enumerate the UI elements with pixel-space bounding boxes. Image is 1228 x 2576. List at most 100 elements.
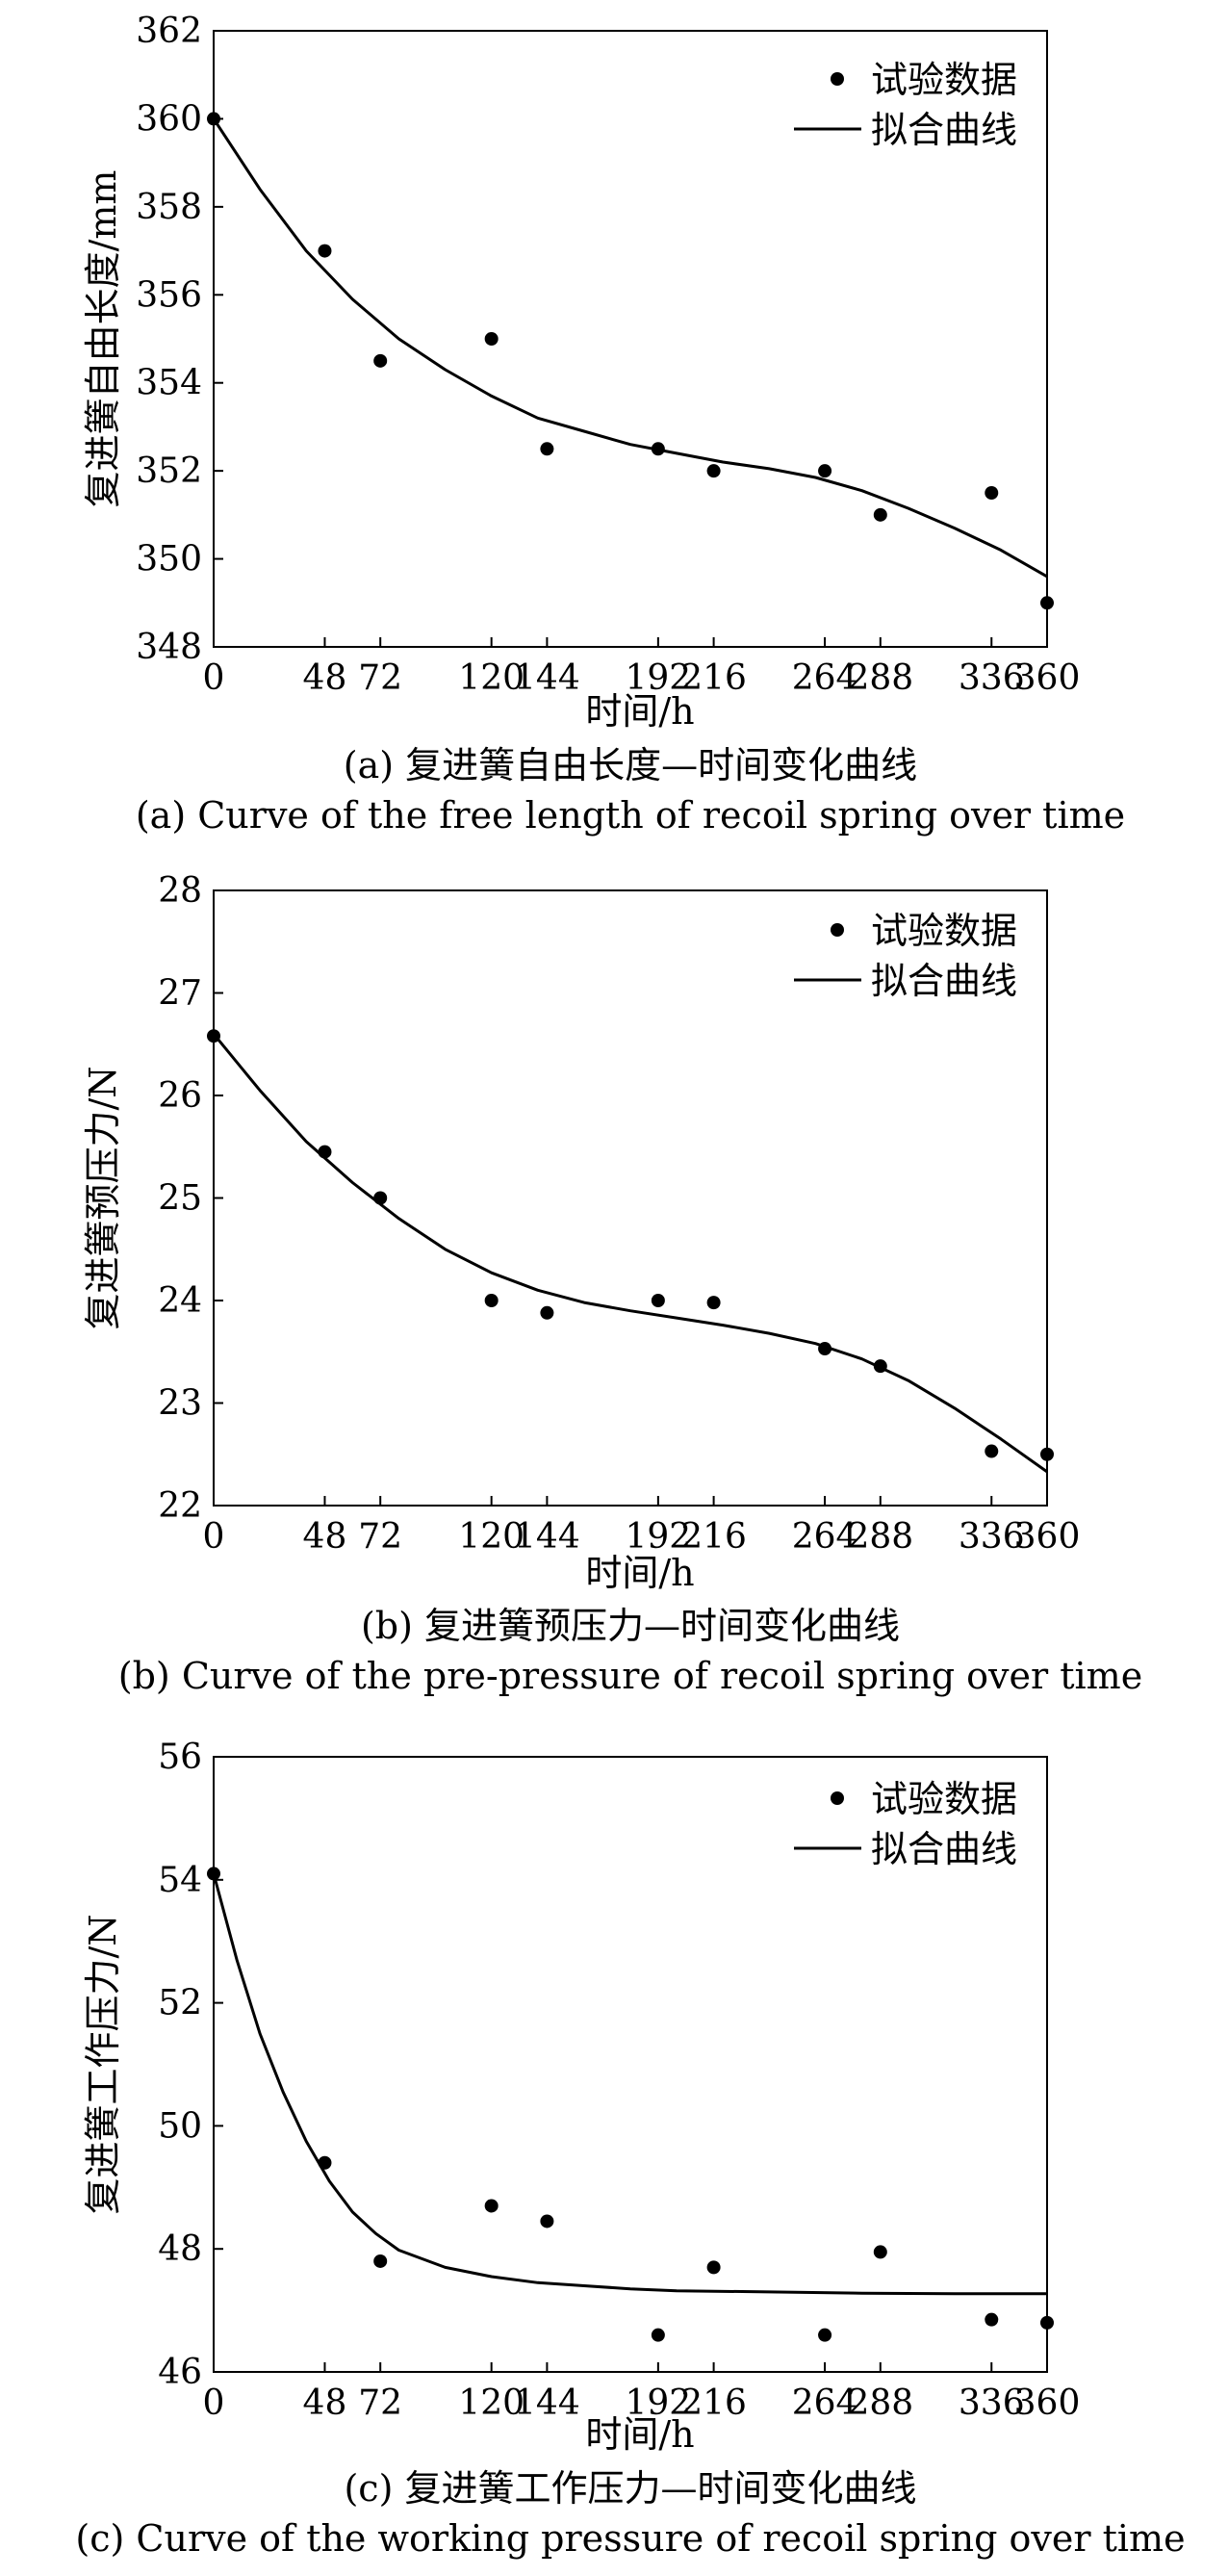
x-tick-label: 192 bbox=[626, 2383, 692, 2423]
legend-marker-points bbox=[831, 72, 844, 86]
x-tick-label: 120 bbox=[458, 1517, 524, 1557]
x-tick-label: 72 bbox=[358, 2383, 402, 2423]
data-point bbox=[651, 1294, 665, 1307]
x-tick-label: 0 bbox=[203, 658, 225, 698]
y-tick-label: 27 bbox=[158, 974, 202, 1014]
caption-english: (b) Curve of the pre-pressure of recoil … bbox=[118, 1655, 1142, 1697]
data-point bbox=[873, 1359, 887, 1374]
y-tick-label: 350 bbox=[136, 540, 202, 580]
x-tick-label: 72 bbox=[358, 1517, 402, 1557]
x-tick-label: 48 bbox=[303, 658, 347, 698]
x-tick-label: 360 bbox=[1014, 1517, 1081, 1557]
data-point bbox=[985, 2312, 999, 2327]
x-tick-label: 192 bbox=[626, 1517, 692, 1557]
x-tick-label: 192 bbox=[626, 658, 692, 698]
x-tick-label: 0 bbox=[203, 2383, 225, 2423]
legend-marker-points bbox=[831, 923, 844, 937]
x-axis-label: 时间/h bbox=[585, 2413, 694, 2456]
x-tick-label: 144 bbox=[514, 658, 580, 698]
data-point bbox=[985, 1444, 999, 1458]
x-tick-label: 288 bbox=[847, 658, 913, 698]
y-tick-label: 24 bbox=[158, 1281, 202, 1321]
y-tick-label: 352 bbox=[136, 451, 202, 491]
x-axis-label: 时间/h bbox=[585, 1552, 694, 1594]
data-point bbox=[1040, 2315, 1054, 2330]
legend-label-line: 拟合曲线 bbox=[871, 1828, 1017, 1870]
y-tick-label: 54 bbox=[158, 1861, 202, 1900]
x-tick-label: 72 bbox=[358, 658, 402, 698]
x-tick-label: 216 bbox=[680, 1517, 747, 1557]
x-tick-label: 336 bbox=[959, 658, 1025, 698]
data-point bbox=[484, 2199, 499, 2213]
x-tick-label: 264 bbox=[792, 658, 858, 698]
x-tick-label: 144 bbox=[514, 1517, 580, 1557]
legend-label-points: 试验数据 bbox=[871, 910, 1017, 952]
data-point bbox=[873, 2245, 887, 2259]
data-point bbox=[318, 244, 332, 258]
y-tick-label: 28 bbox=[158, 871, 202, 911]
caption-chinese: (c) 复进簧工作压力—时间变化曲线 bbox=[344, 2467, 916, 2510]
y-tick-label: 356 bbox=[136, 275, 202, 315]
fitted-curve-line bbox=[212, 1033, 1048, 1474]
data-point bbox=[484, 332, 499, 346]
data-point bbox=[318, 1145, 332, 1159]
data-point bbox=[706, 2260, 721, 2275]
x-tick-label: 144 bbox=[514, 2383, 580, 2423]
x-tick-label: 336 bbox=[959, 1517, 1025, 1557]
x-tick-label: 264 bbox=[792, 1517, 858, 1557]
data-point bbox=[207, 112, 220, 126]
data-point bbox=[207, 1867, 220, 1881]
x-axis-label: 时间/h bbox=[585, 690, 694, 733]
y-tick-label: 22 bbox=[158, 1486, 202, 1526]
y-tick-label: 354 bbox=[136, 364, 202, 403]
data-point bbox=[373, 1191, 388, 1205]
data-point bbox=[706, 464, 721, 478]
x-tick-label: 336 bbox=[959, 2383, 1025, 2423]
plot-frame bbox=[213, 30, 1048, 648]
x-tick-label: 120 bbox=[458, 2383, 524, 2423]
x-tick-label: 0 bbox=[203, 1517, 225, 1557]
x-tick-label: 264 bbox=[792, 2383, 858, 2423]
y-tick-label: 46 bbox=[158, 2353, 202, 2392]
x-tick-label: 288 bbox=[847, 1517, 913, 1557]
y-tick-label: 56 bbox=[158, 1738, 202, 1777]
data-point bbox=[706, 1296, 721, 1310]
fitted-curve-line bbox=[212, 117, 1048, 579]
x-tick-label: 360 bbox=[1014, 658, 1081, 698]
data-point bbox=[540, 1305, 554, 1320]
x-tick-label: 48 bbox=[303, 1517, 347, 1557]
caption-chinese: (b) 复进簧预压力—时间变化曲线 bbox=[361, 1605, 900, 1647]
data-point bbox=[651, 2328, 665, 2342]
x-tick-label: 48 bbox=[303, 2383, 347, 2423]
data-point bbox=[207, 1029, 220, 1043]
x-tick-label: 216 bbox=[680, 2383, 747, 2423]
y-axis-label: 复进簧自由长度/mm bbox=[82, 170, 124, 508]
y-tick-label: 52 bbox=[158, 1984, 202, 2023]
data-point bbox=[818, 2328, 832, 2342]
y-tick-label: 50 bbox=[158, 2106, 202, 2146]
y-tick-label: 23 bbox=[158, 1384, 202, 1424]
caption-english: (a) Curve of the free length of recoil s… bbox=[136, 794, 1125, 837]
data-point bbox=[873, 507, 887, 522]
x-tick-label: 216 bbox=[680, 658, 747, 698]
legend-label-points: 试验数据 bbox=[871, 59, 1017, 101]
caption-chinese: (a) 复进簧自由长度—时间变化曲线 bbox=[344, 744, 917, 786]
x-tick-label: 120 bbox=[458, 658, 524, 698]
y-tick-label: 348 bbox=[136, 628, 202, 667]
y-tick-label: 25 bbox=[158, 1179, 202, 1219]
caption-english: (c) Curve of the working pressure of rec… bbox=[75, 2517, 1185, 2560]
y-axis-label: 复进簧工作压力/N bbox=[82, 1914, 124, 2214]
data-point bbox=[318, 2155, 332, 2170]
y-tick-label: 360 bbox=[136, 99, 202, 139]
data-point bbox=[484, 1294, 499, 1307]
y-tick-label: 48 bbox=[158, 2229, 202, 2269]
data-point bbox=[818, 1342, 832, 1356]
data-point bbox=[540, 442, 554, 456]
